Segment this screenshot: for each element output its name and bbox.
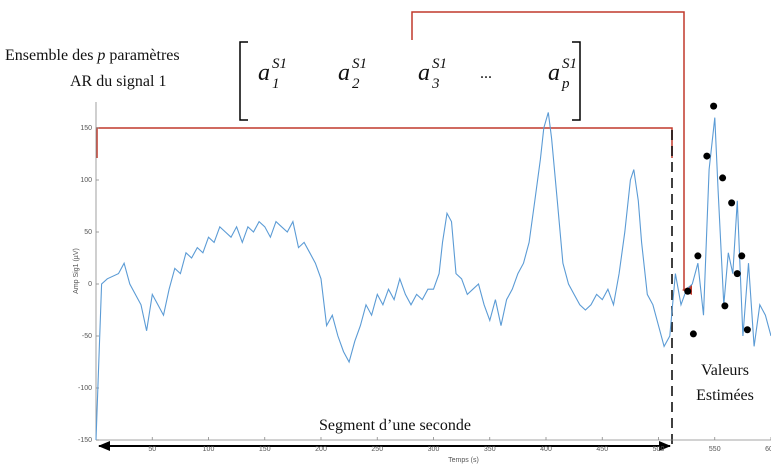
arrow-red — [411, 11, 692, 295]
coef-sub: 3 — [431, 76, 440, 92]
segment-label: Segment d’une seconde — [319, 417, 471, 434]
coef-base: a — [338, 60, 350, 86]
x-axis-label: Temps (s) — [448, 457, 479, 464]
params-label-part: paramètres — [105, 47, 179, 64]
estimated-point — [733, 270, 741, 278]
estimated-point — [684, 287, 692, 295]
x-tick-label: 100 — [203, 446, 215, 453]
y-axis-label: Amp Sig1 (µV) — [73, 248, 80, 294]
coefficient: a S1 3 — [418, 56, 447, 92]
y-tick-label: -150 — [78, 437, 92, 444]
y-tick-label: -100 — [78, 385, 92, 392]
coef-sub: 1 — [272, 76, 280, 92]
estimated-label: Valeurs — [701, 362, 749, 379]
coefficient: a S1 2 — [338, 56, 367, 92]
y-tick-label: 0 — [88, 281, 92, 288]
x-tick-label: 550 — [709, 446, 721, 453]
x-tick-label: 500 — [653, 446, 665, 453]
estimated-label: Estimées — [696, 387, 754, 404]
coef-sup: S1 — [272, 56, 287, 72]
x-tick-label: 200 — [315, 446, 327, 453]
estimated-point — [703, 152, 711, 160]
x-tick-label: 50 — [148, 446, 156, 453]
estimated-point — [694, 252, 702, 260]
coef-sub: p — [561, 76, 570, 92]
bracket-right — [572, 41, 581, 121]
x-tick-label: 300 — [428, 446, 440, 453]
coef-base: a — [418, 60, 430, 86]
y-tick-label: 50 — [84, 229, 92, 236]
x-tick-label: 250 — [371, 446, 383, 453]
estimated-point — [719, 174, 727, 182]
x-tick-label: 150 — [259, 446, 271, 453]
x-tick-label: 350 — [484, 446, 496, 453]
coef-base: a — [548, 60, 560, 86]
y-tick-label: 100 — [80, 177, 92, 184]
coef-sup: S1 — [562, 56, 577, 72]
estimated-point — [721, 302, 729, 310]
coef-sup: S1 — [432, 56, 447, 72]
coefficient: a S1 p — [548, 56, 577, 92]
estimated-point — [689, 330, 697, 338]
coef-sup: S1 — [352, 56, 367, 72]
y-tick-label: -50 — [82, 333, 92, 340]
params-label-2: AR du signal 1 — [70, 73, 166, 90]
ellipsis: ... — [480, 65, 492, 82]
coef-base: a — [258, 60, 270, 86]
x-tick-label: 600 — [765, 446, 771, 453]
signal-line — [95, 112, 771, 441]
estimated-point — [710, 102, 718, 110]
segment-bracket — [96, 127, 673, 158]
params-label-part: p — [96, 47, 105, 64]
estimated-point — [728, 199, 736, 207]
coef-sub: 2 — [352, 76, 360, 92]
coefficient: a S1 1 — [258, 56, 287, 92]
estimated-point — [738, 252, 746, 260]
params-label: Ensemble des p paramètres — [5, 47, 180, 64]
x-tick-label: 450 — [596, 446, 608, 453]
x-tick-label: 400 — [540, 446, 552, 453]
params-label-part: Ensemble des — [5, 47, 97, 64]
estimated-point — [743, 326, 751, 334]
bracket-left — [239, 41, 248, 121]
y-tick-label: 150 — [80, 125, 92, 132]
